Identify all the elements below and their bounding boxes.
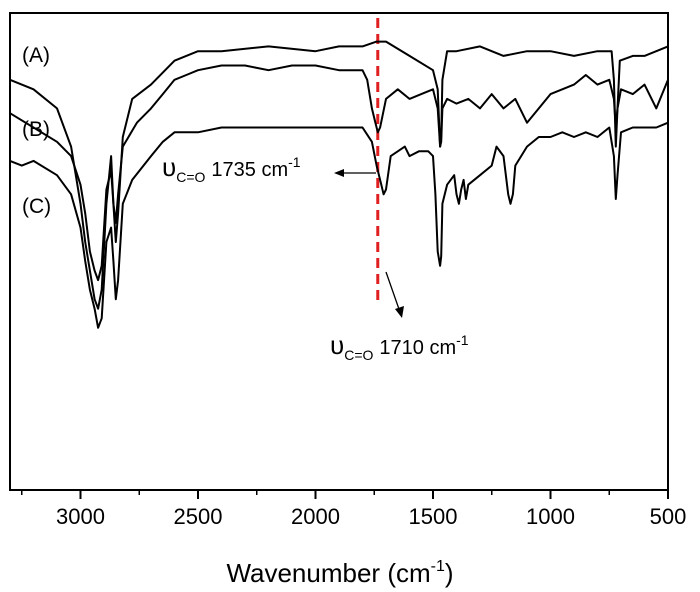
x-tick-label-1500: 1500: [409, 504, 458, 529]
series-group: [9, 40, 669, 329]
annotation-1735-arrowhead: [334, 169, 344, 177]
series-label-b: (B): [22, 118, 50, 141]
x-tick-label-2500: 2500: [174, 504, 223, 529]
annotation-1735: υC=O 1735 cm-1: [162, 152, 376, 185]
plot-frame: [9, 12, 669, 491]
annotation-1710-sub: C=O: [344, 347, 373, 363]
x-tick-label-1000: 1000: [526, 504, 575, 529]
annotation-1710-arrowhead: [395, 306, 404, 318]
series-line-b: [9, 64, 669, 282]
annotation-1710: υC=O 1710 cm-1: [330, 271, 469, 363]
x-tick-label-500: 500: [650, 504, 687, 529]
series-label-a: (A): [22, 44, 50, 67]
series-line-a: [9, 40, 669, 310]
x-axis-title-main: Wavenumber (cm: [226, 558, 430, 588]
x-tick-label-2000: 2000: [291, 504, 340, 529]
x-axis-title-sup: -1: [431, 558, 445, 575]
x-axis-title: Wavenumber (cm-1): [226, 558, 453, 588]
annotation-1710-sup: -1: [456, 332, 469, 348]
annotation-1710-text: 1710 cm: [379, 337, 456, 359]
annotation-1735-text: 1735 cm: [211, 159, 288, 181]
x-axis-title-end: ): [445, 558, 454, 588]
series-label-c: (C): [22, 195, 51, 218]
annotation-1710-arrow: [385, 271, 401, 313]
x-axis-ticks: 3000 2500 2000 1500 1000 500: [21, 490, 687, 529]
annotation-1735-sup: -1: [288, 154, 301, 170]
annotation-1710-symbol: υ: [330, 330, 344, 360]
annotation-1735-sub: C=O: [176, 169, 205, 185]
series-line-c: [9, 121, 669, 329]
annotation-1735-symbol: υ: [162, 152, 176, 182]
x-tick-label-3000: 3000: [56, 504, 105, 529]
